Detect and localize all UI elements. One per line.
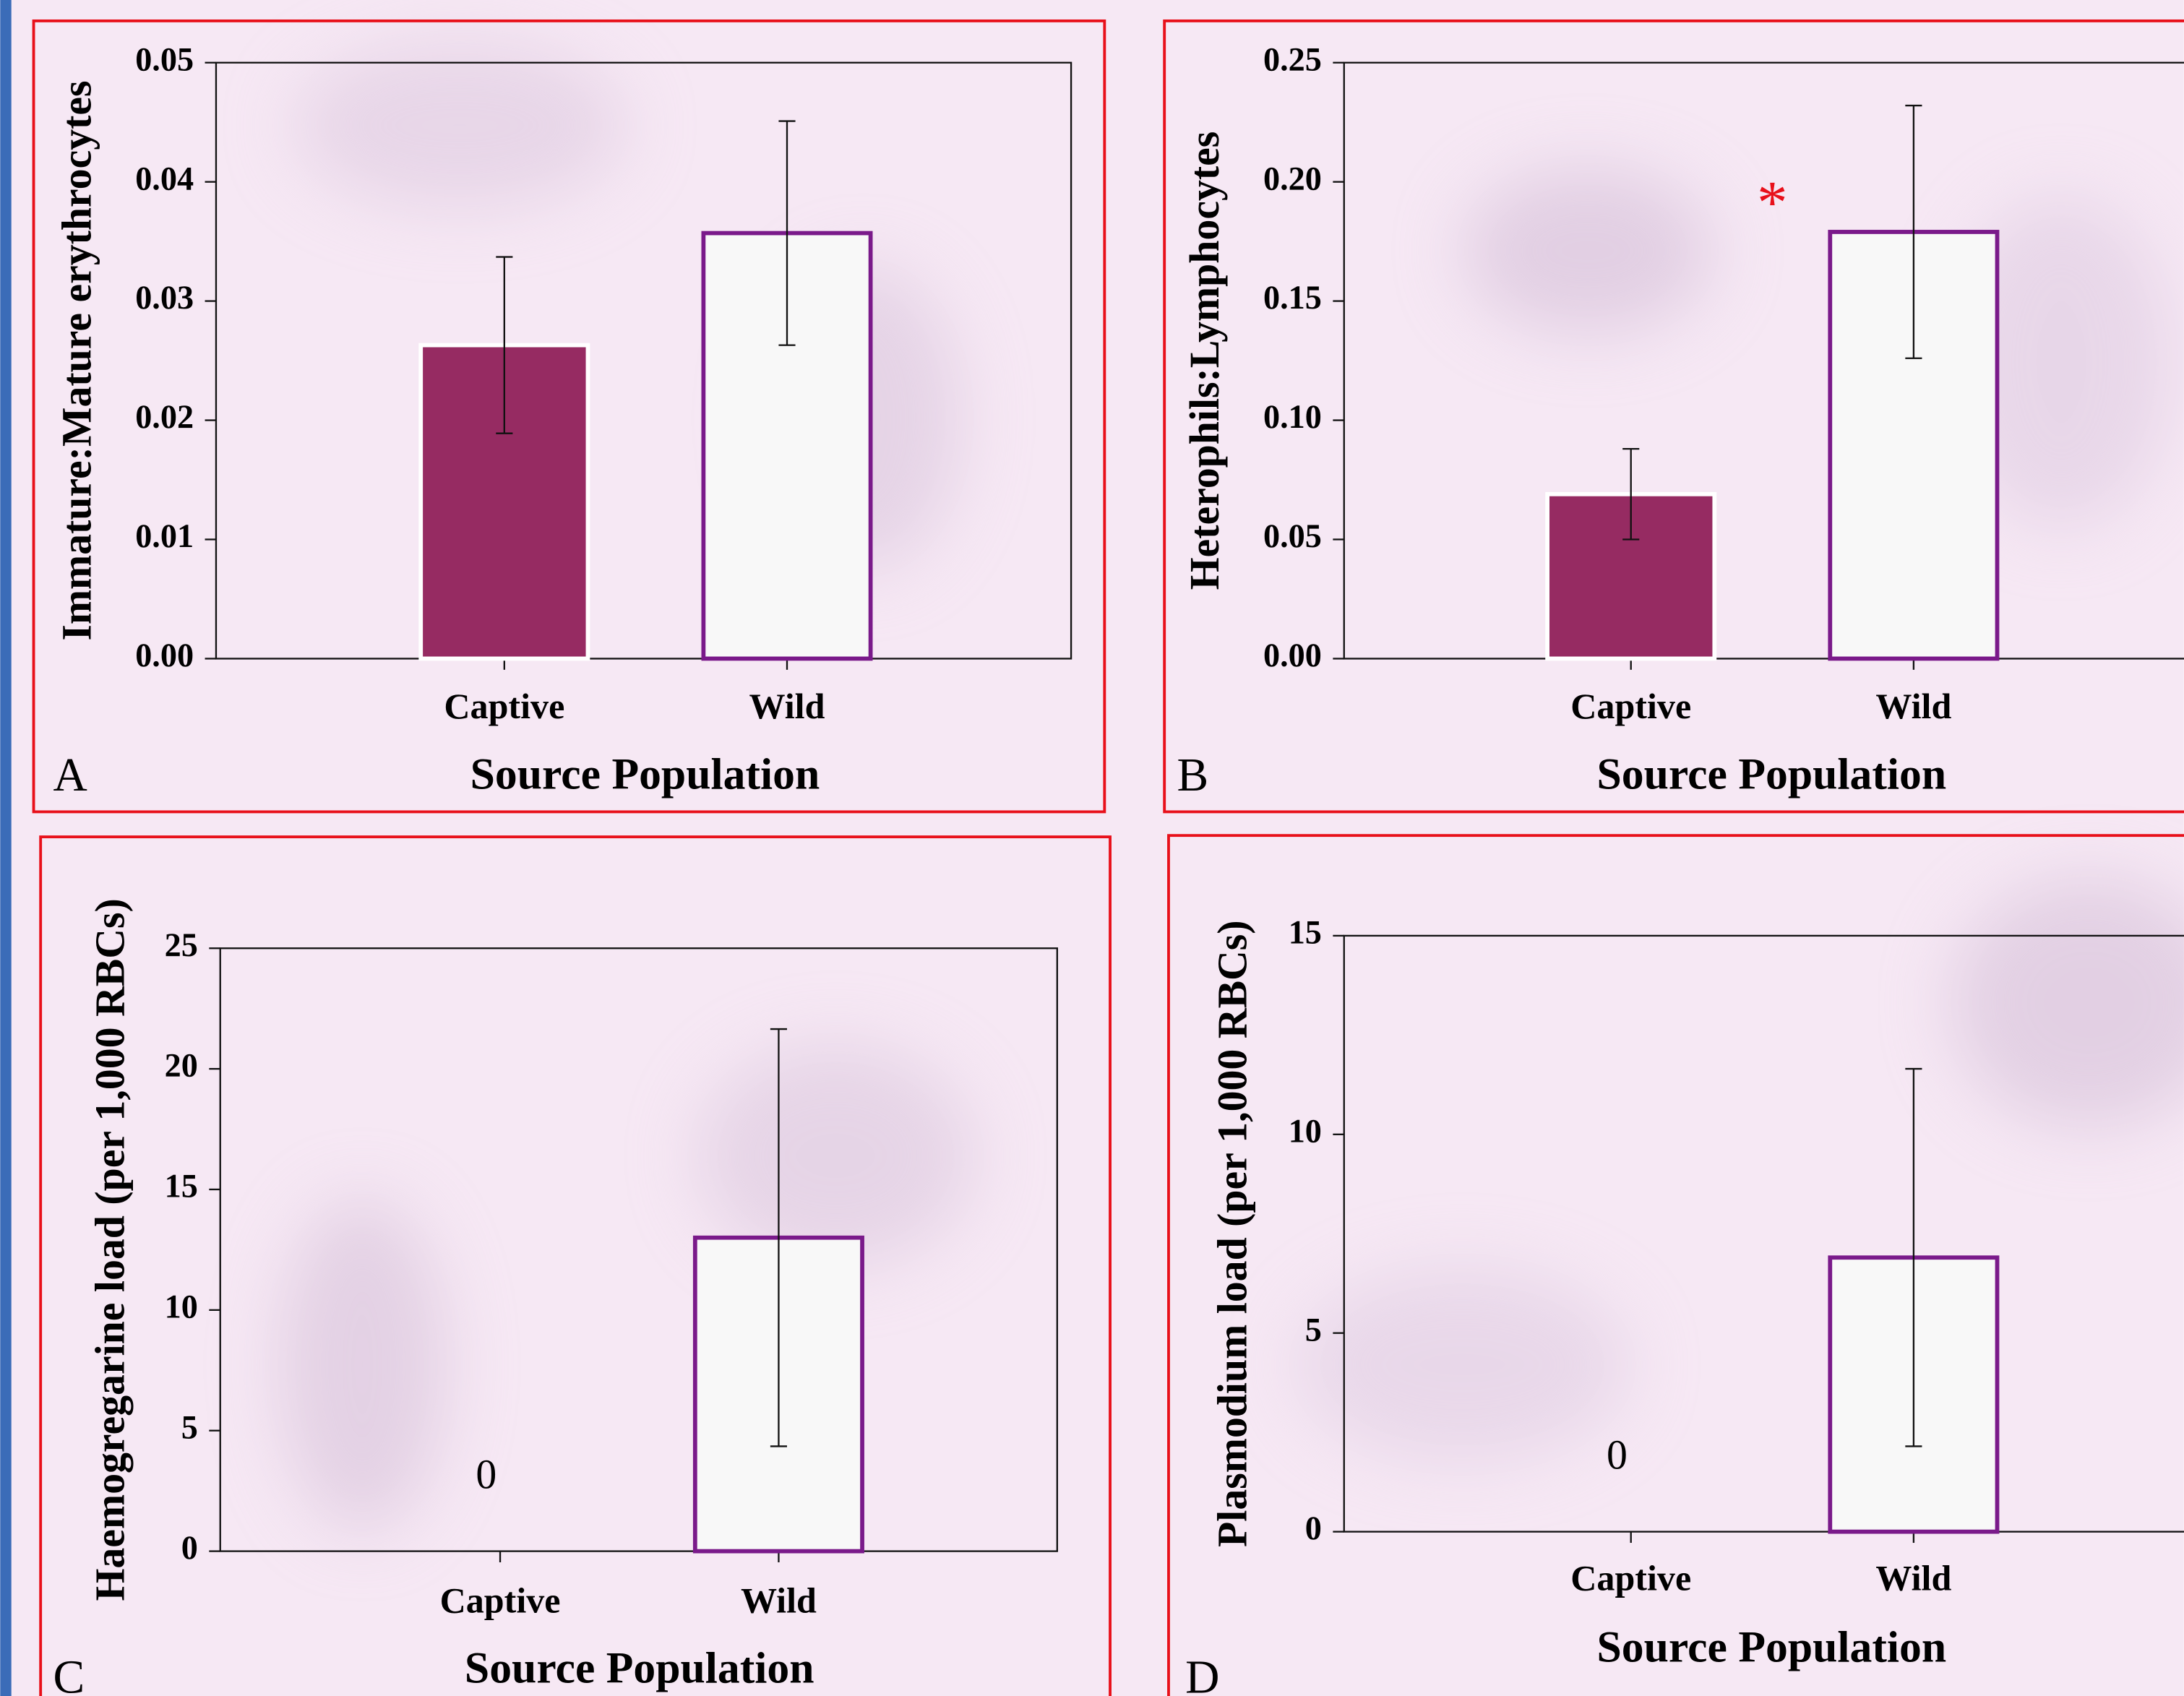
y-tick-label: 0.15 [1263, 280, 1322, 317]
y-tick-label: 0.00 [135, 637, 194, 674]
page: 0.00 0.01 0.02 0.03 0.04 0.05 Immature:Mature … [0, 0, 2184, 1696]
x-axis-label: Source Population [470, 749, 820, 799]
y-tick-label: 5 [1305, 1312, 1322, 1348]
significance-mark: * [1757, 168, 1787, 236]
y-tick-label: 0.25 [1263, 41, 1322, 78]
y-tick-label: 0 [181, 1530, 198, 1567]
y-tick-label: 10 [1289, 1113, 1322, 1150]
y-axis-label: Immature:Mature erythrocytes [53, 80, 100, 640]
zero-label: 0 [1607, 1432, 1628, 1478]
y-tick-label: 5 [181, 1409, 198, 1446]
y-tick-label: 0.01 [135, 518, 194, 555]
y-axis-label: Plasmodium load (per 1,000 RBCs) [1209, 920, 1256, 1547]
x-tick-label: Wild [741, 1580, 817, 1620]
x-tick-label: Wild [749, 686, 825, 726]
y-tick-label: 15 [165, 1168, 198, 1205]
x-tick-label: Wild [1875, 1557, 1951, 1598]
y-tick-label: 0.03 [135, 280, 194, 317]
panel-letter: A [53, 749, 87, 801]
x-tick-label: Wild [1875, 686, 1951, 726]
x-axis-label: Source Population [1597, 749, 1947, 799]
y-tick-label: 0.02 [135, 399, 194, 436]
y-tick-label: 0.10 [1263, 399, 1322, 436]
y-axis-label: Heterophils:Lymphocytes [1181, 132, 1228, 590]
y-axis-label: Haemogregarine load (per 1,000 RBCs) [87, 898, 134, 1601]
x-axis-label: Source Population [465, 1643, 814, 1692]
x-axis-label: Source Population [1597, 1622, 1947, 1671]
zero-label: 0 [476, 1451, 496, 1498]
y-tick-label: 0.05 [135, 41, 194, 78]
y-tick-label: 0.00 [1263, 637, 1322, 674]
figure: 0.00 0.01 0.02 0.03 0.04 0.05 Immature:Mature … [0, 0, 2184, 1696]
y-tick-label: 0 [1305, 1510, 1322, 1547]
y-tick-label: 20 [165, 1048, 198, 1085]
y-tick-label: 0.20 [1263, 160, 1322, 197]
y-tick-label: 10 [165, 1288, 198, 1325]
x-tick-label: Captive [1570, 1557, 1691, 1598]
y-tick-label: 15 [1289, 915, 1322, 952]
y-tick-label: 0.04 [135, 160, 194, 197]
x-tick-label: Captive [1570, 686, 1691, 726]
left-edge [0, 0, 11, 1696]
y-tick-label: 25 [165, 927, 198, 964]
panel-letter: C [53, 1652, 85, 1696]
panel-letter: D [1185, 1652, 1219, 1696]
y-tick-label: 0.05 [1263, 518, 1322, 555]
panel-letter: B [1177, 749, 1209, 801]
x-tick-label: Captive [440, 1580, 561, 1620]
x-tick-label: Captive [444, 686, 564, 726]
